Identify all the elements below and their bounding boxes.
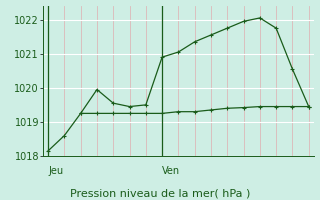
Text: Ven: Ven xyxy=(162,166,180,176)
Text: Jeu: Jeu xyxy=(48,166,63,176)
Text: Pression niveau de la mer( hPa ): Pression niveau de la mer( hPa ) xyxy=(70,188,250,198)
